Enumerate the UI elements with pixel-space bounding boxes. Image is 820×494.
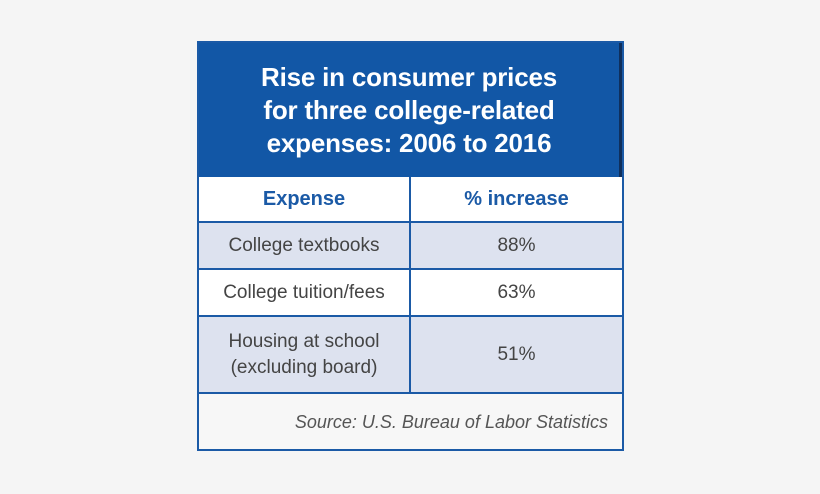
expense-cell: College tuition/fees bbox=[199, 268, 411, 317]
table-row: Housing at school (excluding board) 51% bbox=[199, 315, 622, 394]
table-row: College textbooks 88% bbox=[199, 221, 622, 270]
expense-cell: Housing at school (excluding board) bbox=[199, 315, 411, 394]
chart-title: Rise in consumer prices for three colleg… bbox=[261, 61, 557, 158]
column-header-increase: % increase bbox=[409, 177, 622, 223]
table-card: Rise in consumer prices for three colleg… bbox=[197, 41, 624, 451]
expense-cell: College textbooks bbox=[199, 221, 411, 270]
table-row: College tuition/fees 63% bbox=[199, 268, 622, 317]
increase-cell: 88% bbox=[409, 221, 622, 270]
source-note: Source: U.S. Bureau of Labor Statistics bbox=[199, 395, 622, 449]
title-bar: Rise in consumer prices for three colleg… bbox=[199, 43, 622, 177]
column-header-expense: Expense bbox=[199, 177, 411, 223]
data-table: Expense % increase College textbooks 88%… bbox=[199, 177, 622, 394]
increase-cell: 63% bbox=[409, 268, 622, 317]
header-row: Expense % increase bbox=[199, 177, 622, 223]
increase-cell: 51% bbox=[409, 315, 622, 394]
